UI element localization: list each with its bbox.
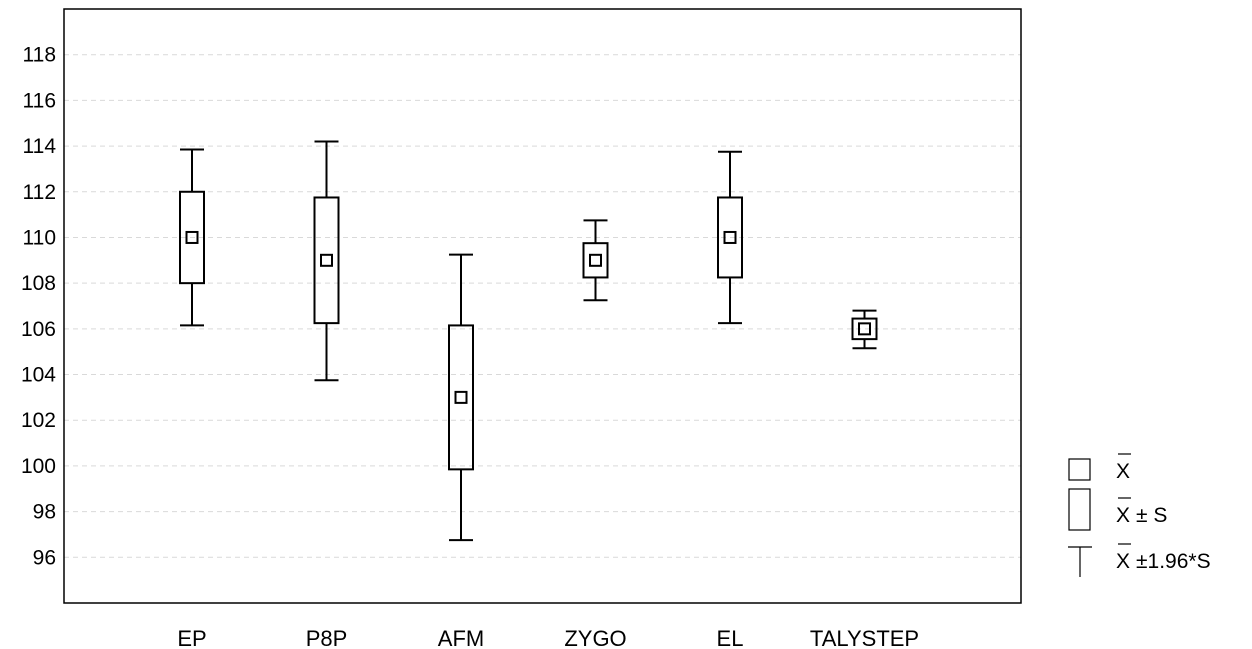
y-tick-label: 108 <box>21 272 56 295</box>
box-afm <box>448 253 474 542</box>
mean-marker <box>320 253 333 267</box>
y-tick-label: 110 <box>23 226 56 249</box>
box-ep <box>179 148 205 327</box>
legend-label-box: X ± S <box>1116 504 1167 527</box>
category-label-p8p: P8P <box>306 626 348 649</box>
box-p8p <box>313 140 340 382</box>
legend-item-whisker: X ±1.96*S <box>1068 543 1211 577</box>
y-tick-label: 98 <box>33 501 56 524</box>
box-talystep <box>851 309 878 350</box>
y-tick-label: 116 <box>23 89 56 112</box>
legend-label-whisker: X ±1.96*S <box>1116 550 1211 573</box>
y-tick-label: 106 <box>21 318 56 341</box>
x-axis-category-labels: EP P8P AFM ZYGO EL TALYSTEP <box>177 626 919 649</box>
mean-marker <box>454 390 468 404</box>
category-label-ep: EP <box>177 626 206 649</box>
y-tick-label: 96 <box>33 546 56 569</box>
std-dev-box <box>448 324 474 471</box>
legend-mean-symbol <box>1068 458 1091 481</box>
box-el <box>717 150 743 325</box>
plot-area-frame <box>63 8 1022 604</box>
grid-lines <box>64 54 1021 558</box>
y-tick-label: 100 <box>21 455 56 478</box>
mean-marker <box>589 253 602 267</box>
legend-box-symbol <box>1068 488 1091 531</box>
category-label-afm: AFM <box>438 626 484 649</box>
category-label-zygo: ZYGO <box>564 626 626 649</box>
mean-marker <box>723 230 737 244</box>
std-dev-box <box>582 242 609 279</box>
mean-marker <box>858 322 871 336</box>
y-axis-ticks: 96 98 100 102 104 106 108 110 112 114 116 118 <box>21 44 56 570</box>
box-series <box>179 140 878 542</box>
legend-item-box: X ± S <box>1068 488 1167 531</box>
std-dev-box <box>851 317 878 341</box>
box-zygo <box>582 219 609 302</box>
mean-marker <box>185 230 199 244</box>
std-dev-box <box>717 196 743 279</box>
legend: X X ± S X ±1.96*S <box>1068 453 1211 577</box>
y-tick-label: 118 <box>23 44 56 67</box>
legend-label-mean: X <box>1116 460 1130 483</box>
category-label-el: EL <box>717 626 744 649</box>
std-dev-box <box>179 190 205 285</box>
y-tick-label: 112 <box>23 181 56 204</box>
std-dev-box <box>313 196 340 325</box>
category-label-talystep: TALYSTEP <box>810 626 919 649</box>
legend-item-mean: X <box>1068 453 1131 483</box>
y-tick-label: 104 <box>21 364 56 387</box>
y-tick-label: 102 <box>21 409 56 432</box>
y-tick-label: 114 <box>23 135 57 158</box>
